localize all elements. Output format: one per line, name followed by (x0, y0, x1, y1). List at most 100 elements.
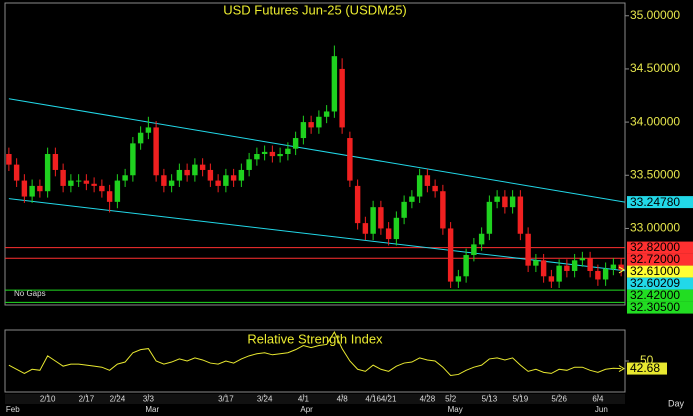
candle-body (548, 276, 555, 282)
candle-body (277, 154, 283, 157)
month-label: Apr (300, 405, 313, 414)
candle-body (68, 180, 74, 186)
price-label: 32.42000 (630, 288, 680, 302)
candle-body (618, 264, 624, 270)
x-tick-label: 5/2 (445, 395, 457, 404)
candle-body (83, 180, 90, 184)
candle-body (269, 151, 276, 157)
candle-body (564, 265, 570, 271)
candle-body (192, 164, 198, 176)
candle-body (300, 122, 307, 139)
candle-body (571, 260, 578, 271)
last-arrow (618, 365, 625, 372)
candle-body (145, 127, 152, 133)
y-tick-label: 34.00000 (630, 114, 680, 128)
candle-body (261, 151, 268, 154)
candle-body (579, 258, 586, 261)
candle-body (602, 268, 609, 280)
price-label-box (627, 277, 693, 290)
price-label-box (627, 253, 693, 266)
candle-body (416, 175, 423, 197)
candle-body (6, 154, 12, 165)
candle-body (37, 185, 43, 192)
candle-body (347, 138, 353, 181)
candle-body (471, 244, 477, 256)
candle-body (378, 207, 384, 229)
price-label: 33.24780 (630, 195, 680, 209)
candle-body (595, 270, 601, 280)
candle-body (432, 185, 438, 192)
candle-body (362, 223, 369, 234)
candle-body (161, 175, 167, 186)
x-tick-label: 2/17 (79, 395, 95, 404)
rsi-line (8, 331, 622, 376)
month-label: May (448, 405, 463, 414)
last-arrow (618, 266, 625, 274)
price-label-box (627, 301, 693, 314)
candle-body (447, 228, 454, 282)
candle-body (540, 260, 547, 277)
candle-body (610, 264, 617, 269)
x-tick-label: 3/3 (143, 395, 155, 404)
candle-body (99, 185, 105, 192)
candle-body (52, 154, 59, 170)
price-panel (4, 2, 626, 306)
x-tick-label: 5/26 (551, 395, 567, 404)
candle-body (486, 201, 493, 234)
month-label: Jun (595, 405, 608, 414)
candle-body (285, 148, 291, 154)
x-axis-label: Day (668, 398, 685, 408)
candle-body (238, 169, 245, 181)
y-tick-label: 35.00000 (630, 8, 680, 22)
candle-body (21, 180, 28, 197)
price-label-box (627, 196, 693, 209)
candle-body (176, 169, 183, 181)
candle-body (556, 265, 562, 282)
candle-body (168, 180, 175, 186)
month-label: Mar (145, 405, 159, 414)
candle-body (455, 276, 462, 282)
candle-body (223, 175, 229, 186)
candle-body (331, 56, 338, 112)
x-tick-label: 5/19 (513, 395, 529, 404)
candle-body (494, 196, 500, 202)
x-tick-label: 3/17 (218, 395, 234, 404)
candle-body (525, 233, 531, 266)
note: No Gaps (14, 289, 46, 298)
candle-body (440, 191, 446, 229)
candle-body (215, 180, 221, 186)
x-tick-label: 4/8 (337, 395, 349, 404)
value-label-box (627, 362, 667, 375)
x-tick-label: 4/16 (365, 395, 381, 404)
trend-line (8, 198, 626, 272)
candle-body (424, 175, 431, 186)
candle-body (509, 196, 516, 208)
price-label-box (627, 265, 693, 278)
candle-body (13, 164, 20, 181)
month-label: Feb (6, 405, 20, 414)
candle-body (517, 196, 524, 234)
candle-body (106, 191, 113, 202)
price-label: 32.60209 (630, 276, 680, 290)
price-label-box (627, 289, 693, 302)
x-tick-label: 4/1 (298, 395, 310, 404)
candle-body (393, 217, 400, 240)
candle-body (339, 68, 345, 128)
candle-body (354, 185, 361, 224)
candle-body (91, 183, 97, 186)
candle-body (385, 228, 392, 240)
candle-body (184, 169, 190, 176)
x-tick-label: 4/21 (381, 395, 397, 404)
price-label: 32.61000 (630, 264, 680, 278)
candle-body (533, 260, 539, 266)
candle-body (75, 180, 82, 182)
candle-body (130, 143, 136, 176)
price-label: 32.82000 (630, 240, 680, 254)
candle-body (409, 196, 415, 202)
candle-body (122, 175, 128, 181)
candle-body (323, 111, 330, 117)
candle-body (29, 185, 35, 197)
candle-body (230, 175, 237, 181)
candle-body (370, 207, 376, 234)
